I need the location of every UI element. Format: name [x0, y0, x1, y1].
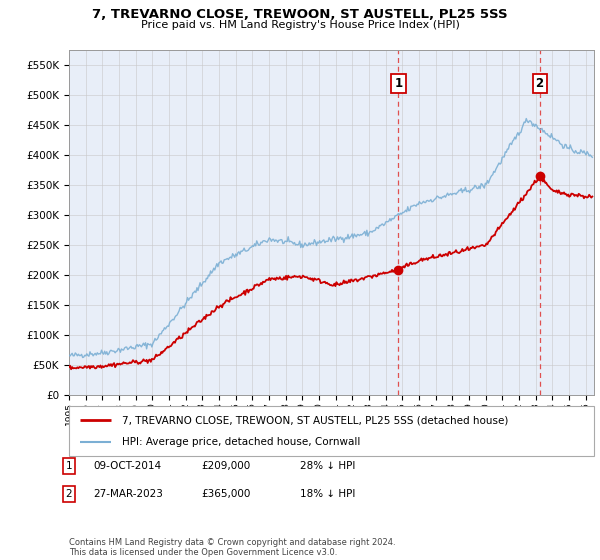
Text: 1: 1: [65, 461, 73, 471]
Text: Price paid vs. HM Land Registry's House Price Index (HPI): Price paid vs. HM Land Registry's House …: [140, 20, 460, 30]
Text: 7, TREVARNO CLOSE, TREWOON, ST AUSTELL, PL25 5SS: 7, TREVARNO CLOSE, TREWOON, ST AUSTELL, …: [92, 8, 508, 21]
Text: 2: 2: [536, 77, 544, 90]
Text: Contains HM Land Registry data © Crown copyright and database right 2024.
This d: Contains HM Land Registry data © Crown c…: [69, 538, 395, 557]
Text: 18% ↓ HPI: 18% ↓ HPI: [300, 489, 355, 499]
Text: 2: 2: [65, 489, 73, 499]
Text: 1: 1: [394, 77, 403, 90]
Text: HPI: Average price, detached house, Cornwall: HPI: Average price, detached house, Corn…: [121, 437, 360, 447]
Text: 28% ↓ HPI: 28% ↓ HPI: [300, 461, 355, 471]
Text: 27-MAR-2023: 27-MAR-2023: [93, 489, 163, 499]
Text: £209,000: £209,000: [201, 461, 250, 471]
Text: 09-OCT-2014: 09-OCT-2014: [93, 461, 161, 471]
Text: £365,000: £365,000: [201, 489, 250, 499]
Text: 7, TREVARNO CLOSE, TREWOON, ST AUSTELL, PL25 5SS (detached house): 7, TREVARNO CLOSE, TREWOON, ST AUSTELL, …: [121, 415, 508, 425]
